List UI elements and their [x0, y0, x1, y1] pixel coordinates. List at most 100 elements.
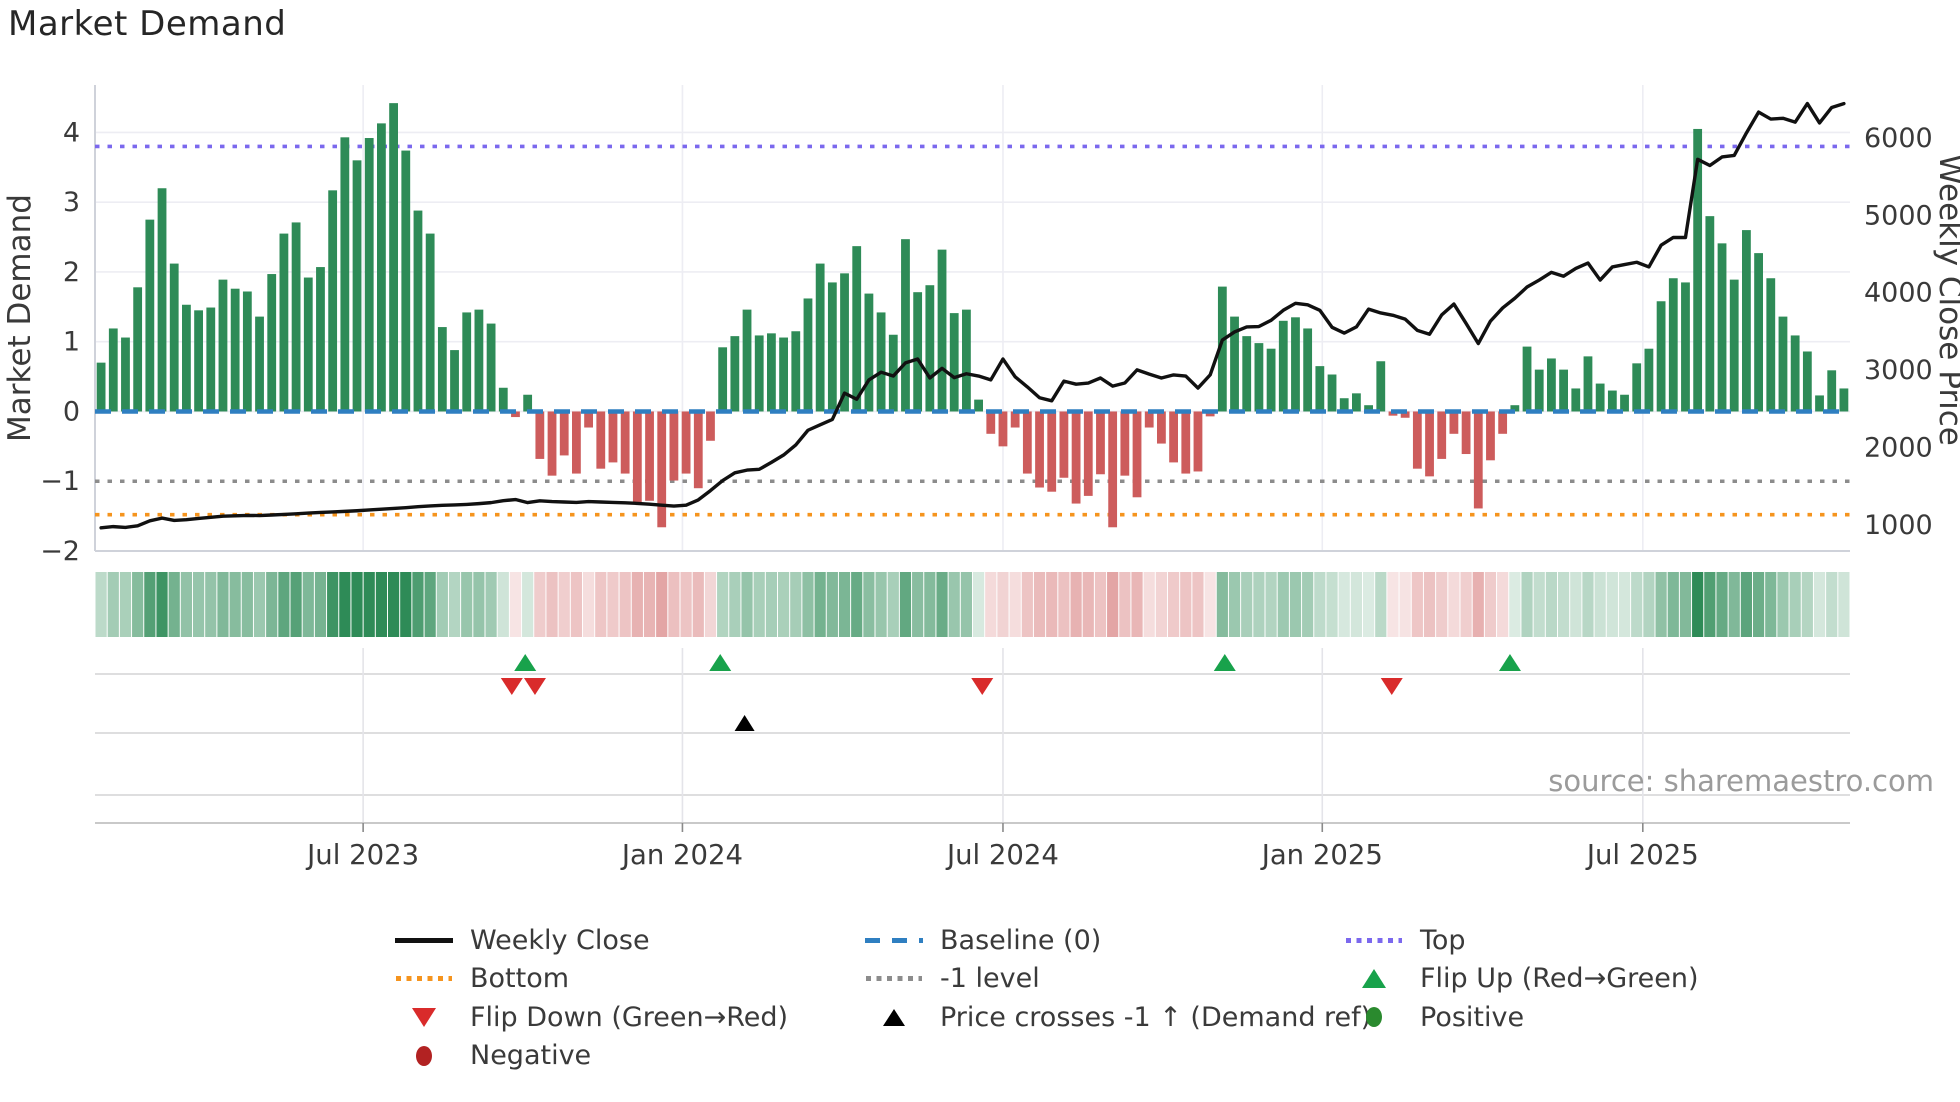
flip-down-marker: [500, 678, 523, 695]
demand-bar: [328, 190, 338, 412]
heatmap-cell: [1472, 572, 1484, 637]
demand-bar: [1083, 411, 1093, 496]
heatmap-cell: [302, 572, 314, 637]
level-lines: [95, 144, 1850, 517]
x-axis-tick-label: Jul 2025: [1585, 839, 1699, 871]
heatmap-cell: [1167, 572, 1180, 637]
demand-bar: [1802, 351, 1812, 412]
legend-item-flip-up: Flip Up (Red→Green): [1342, 963, 1772, 994]
circle-red-icon: [392, 1045, 456, 1066]
demand-bar: [1693, 128, 1703, 412]
demand-bar: [1522, 346, 1532, 412]
heatmap-cell: [1289, 572, 1302, 637]
heatmap-cell: [180, 572, 193, 637]
demand-bar: [754, 335, 764, 412]
heatmap-cell: [729, 572, 741, 637]
legend-label: Weekly Close: [470, 924, 650, 956]
heatmap-cell: [1594, 572, 1606, 637]
demand-bar: [1729, 279, 1739, 412]
demand-bar: [242, 291, 252, 412]
main-gridlines: [94, 85, 1850, 552]
heatmap-cell: [912, 572, 924, 637]
heatmap-cell: [1326, 572, 1338, 637]
legend-label: Baseline (0): [940, 924, 1102, 956]
heatmap-cell: [1021, 572, 1033, 637]
heatmap-cell: [765, 572, 778, 637]
heatmap-cell: [704, 572, 717, 637]
legend-item-bottom: Bottom: [392, 963, 862, 994]
demand-bar: [620, 411, 630, 474]
heatmap-cell: [1436, 572, 1448, 637]
flip-up-marker: [1498, 654, 1521, 671]
heatmap-cell: [1155, 572, 1168, 637]
demand-bar: [1266, 348, 1276, 412]
heatmap-cell: [1314, 572, 1326, 637]
demand-bar: [803, 298, 813, 412]
demand-bar: [913, 292, 923, 412]
heatmap-cell: [1631, 572, 1643, 637]
demand-bar: [706, 411, 715, 441]
flip-down-marker: [523, 678, 546, 695]
right-axis-tick-label: 2000: [1864, 432, 1933, 463]
heatmap-cell: [1009, 572, 1021, 637]
demand-bar: [1449, 411, 1459, 434]
demand-bar: [1205, 411, 1215, 417]
demand-bar: [1632, 363, 1642, 412]
heatmap-cell: [1813, 572, 1826, 637]
left-axis-tick-label: 2: [63, 257, 80, 288]
x-axis-tick-label: Jul 2023: [305, 839, 419, 871]
heatmap-cell: [375, 572, 388, 637]
triangle-down-icon: [392, 1007, 456, 1027]
demand-bar: [718, 347, 728, 412]
flip-down-marker: [1380, 678, 1403, 695]
heatmap-cell: [607, 572, 619, 637]
triangle-up-black-icon: [862, 1008, 926, 1026]
heatmap-cell: [1082, 572, 1094, 637]
heatmap-cell: [217, 572, 229, 637]
demand-bar: [364, 138, 374, 412]
flip-up-marker: [709, 654, 732, 671]
demand-bar: [425, 233, 435, 412]
legend-label: Bottom: [470, 963, 570, 995]
demand-bar: [901, 239, 910, 412]
demand-bar: [1839, 388, 1849, 412]
demand-bar: [1766, 278, 1776, 412]
heatmap-cell: [753, 572, 765, 637]
heatmap-cell: [327, 572, 339, 637]
heatmap-cell: [1399, 572, 1411, 637]
demand-bar: [133, 287, 143, 412]
demand-bar: [1230, 316, 1239, 412]
heatmap-cell: [1131, 572, 1143, 637]
heatmap-cell: [1740, 572, 1753, 637]
heatmap-cell: [387, 572, 400, 637]
demand-bar: [888, 334, 898, 412]
heatmap-cell: [777, 572, 790, 637]
demand-bar: [121, 337, 130, 412]
demand-bar: [437, 327, 447, 412]
heatmap-cell: [631, 572, 643, 637]
heatmap-cell: [314, 572, 327, 637]
heatmap-cell: [1119, 572, 1131, 637]
heatmap-cell: [1752, 572, 1765, 637]
demand-bar: [1790, 335, 1800, 412]
demand-bar: [377, 123, 386, 412]
source-note: source: sharemaestro.com: [1548, 764, 1934, 798]
demand-bar: [1534, 369, 1544, 412]
demand-bar: [742, 309, 752, 412]
heatmap-cell: [1765, 572, 1777, 637]
heatmap-cell: [1728, 572, 1740, 637]
heatmap-strip: [95, 572, 1850, 637]
demand-bar: [316, 267, 325, 412]
demand-bar: [1120, 411, 1130, 476]
demand-bar: [1510, 405, 1520, 412]
flip-up-marker: [1213, 654, 1236, 671]
demand-bar: [474, 309, 484, 412]
demand-bar: [1242, 336, 1252, 412]
dotted-line-icon: [862, 976, 926, 982]
left-axis-tick-label: 3: [63, 187, 80, 218]
solid-line-icon: [392, 937, 456, 943]
legend-label: Flip Down (Green→Red): [470, 1001, 789, 1033]
heatmap-cell: [546, 572, 558, 637]
right-axis-title: Weekly Close Price: [1932, 154, 1960, 446]
demand-bar: [645, 411, 654, 501]
